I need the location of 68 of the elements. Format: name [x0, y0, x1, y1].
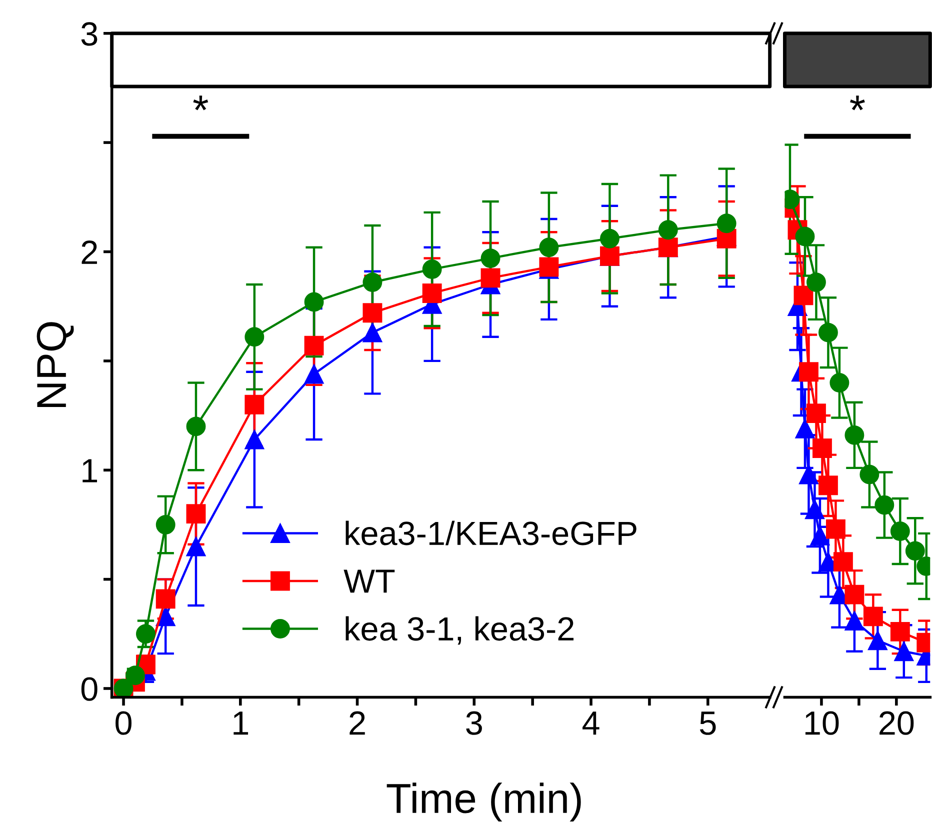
point	[304, 292, 324, 312]
point	[844, 611, 864, 631]
point	[304, 336, 324, 356]
point	[186, 536, 206, 556]
point	[244, 430, 264, 450]
point	[863, 606, 883, 626]
point	[186, 416, 206, 436]
y-tick-label: 2	[82, 240, 97, 264]
point	[600, 228, 620, 248]
point	[156, 514, 176, 534]
x-axis-title: Time (min)	[386, 782, 581, 822]
point	[844, 584, 864, 604]
point	[830, 373, 850, 392]
legend-label: WT	[344, 570, 395, 593]
x-tick-label: 1	[234, 712, 248, 735]
point	[795, 226, 815, 246]
legend-label: kea 3-1, kea3-2	[346, 616, 574, 645]
point	[890, 622, 910, 642]
point	[868, 630, 888, 650]
y-axis-title: NPQ	[36, 322, 74, 408]
point	[244, 327, 264, 347]
point	[422, 259, 442, 279]
point	[304, 364, 324, 384]
point	[812, 438, 832, 458]
point	[156, 606, 176, 626]
x-tick-label: 10	[805, 711, 839, 735]
point	[806, 272, 826, 292]
point	[890, 522, 910, 541]
point	[894, 642, 914, 662]
point	[794, 286, 814, 306]
point	[362, 272, 382, 292]
point	[136, 624, 156, 644]
point	[799, 362, 818, 382]
annotation: *	[193, 96, 208, 110]
y-tick-label: 1	[82, 459, 98, 482]
y-tick-label: 3	[81, 22, 98, 46]
point	[905, 541, 925, 561]
x-tick-label: 4	[582, 712, 600, 735]
point	[844, 425, 864, 445]
point	[422, 284, 442, 303]
point	[795, 418, 815, 438]
point	[658, 220, 678, 240]
point	[716, 214, 736, 234]
point	[874, 495, 894, 515]
x-tick-label: 3	[466, 711, 482, 735]
point	[806, 404, 826, 424]
x-tick-label: 5	[700, 712, 716, 735]
point	[362, 322, 382, 342]
point	[480, 268, 500, 288]
point	[362, 303, 382, 323]
legend-label: kea3-1/KEA3-eGFP	[346, 520, 636, 546]
point	[156, 589, 176, 609]
point	[818, 322, 838, 342]
point	[860, 464, 880, 484]
y-tick-label: 0	[81, 677, 98, 701]
point	[480, 248, 500, 268]
x-tick-label: 2	[350, 711, 365, 735]
x-tick-label: 0	[116, 711, 132, 735]
point	[805, 500, 824, 520]
x-tick-label: 20	[880, 711, 914, 735]
point	[833, 552, 853, 572]
annotation: *	[850, 96, 865, 110]
point	[818, 476, 838, 496]
point	[826, 519, 846, 539]
point	[799, 464, 818, 484]
point	[244, 394, 264, 414]
point	[539, 238, 559, 258]
point	[186, 504, 206, 524]
